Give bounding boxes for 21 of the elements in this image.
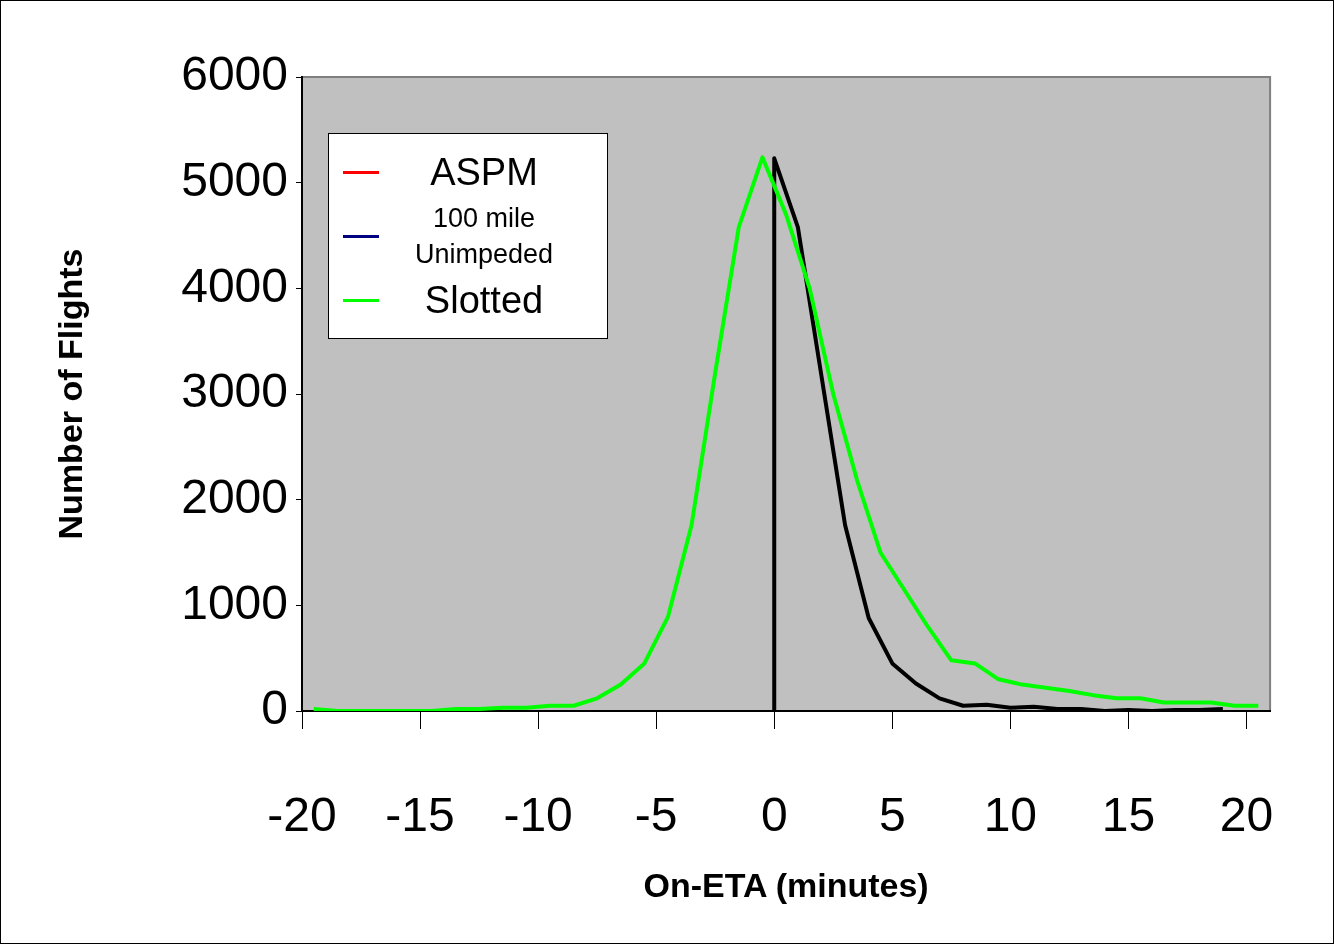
x-tick-label: 5 bbox=[878, 788, 906, 842]
y-tick-label: 2000 bbox=[181, 469, 288, 523]
y-tick-label: 6000 bbox=[181, 47, 288, 101]
legend-label: 100 mile Unimpeded bbox=[413, 202, 555, 271]
y-tick-label: 3000 bbox=[181, 364, 288, 418]
x-tick-label: -20 bbox=[267, 788, 337, 842]
x-tick-label: -10 bbox=[503, 788, 573, 842]
x-tick-label: 15 bbox=[1101, 788, 1156, 842]
x-axis-title: On-ETA (minutes) bbox=[643, 865, 929, 904]
legend-label: Slotted bbox=[423, 278, 545, 323]
x-tick-label: 10 bbox=[983, 788, 1038, 842]
x-tick-label: -5 bbox=[634, 788, 678, 842]
y-tick-label: 1000 bbox=[181, 575, 288, 629]
x-tick-label: -15 bbox=[385, 788, 455, 842]
x-tick-label: 0 bbox=[760, 788, 788, 842]
y-tick-label: 4000 bbox=[181, 258, 288, 312]
y-axis-title: Number of Flights bbox=[50, 248, 89, 540]
y-tick-label: 0 bbox=[261, 681, 288, 735]
x-tick-label: 20 bbox=[1219, 788, 1274, 842]
y-tick-label: 5000 bbox=[181, 152, 288, 206]
legend-label: ASPM bbox=[429, 150, 539, 195]
